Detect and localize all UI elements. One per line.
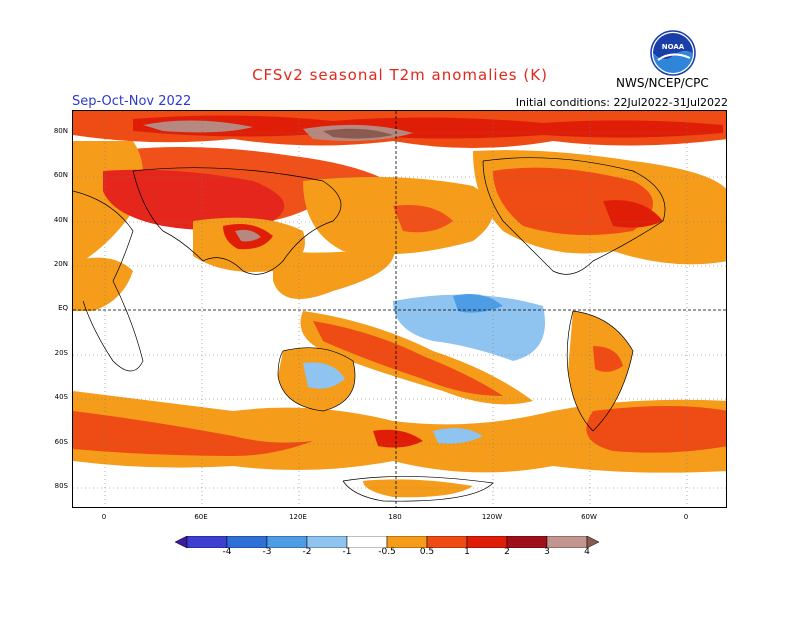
lat-label-20n: 20N (53, 260, 68, 268)
chart-title: CFSv2 seasonal T2m anomalies (K) (252, 66, 548, 84)
colorbar-segment (546, 536, 588, 548)
colorbar-label: 0.5 (419, 547, 435, 557)
colorbar-label: -4 (222, 547, 232, 557)
lon-label-60w: 60W (581, 513, 597, 521)
lat-label-eq: EQ (58, 304, 68, 312)
colorbar-segment (506, 536, 548, 548)
lon-label-60e: 60E (194, 513, 208, 521)
lat-label-80s: 80S (54, 482, 68, 490)
logo-text: NOAA (662, 43, 685, 51)
colorbar (175, 536, 600, 548)
colorbar-segment (226, 536, 268, 548)
lon-label-120e: 120E (289, 513, 307, 521)
colorbar-segment (466, 536, 508, 548)
lat-label-40s: 40S (54, 393, 68, 401)
colorbar-segment (266, 536, 308, 548)
colorbar-label: 4 (584, 547, 590, 557)
map-canvas (73, 111, 726, 507)
lon-label-0-east: 0 (683, 513, 689, 521)
lon-label-180: 180 (388, 513, 402, 521)
agency-label: NWS/NCEP/CPC (616, 76, 709, 90)
colorbar-label: 3 (544, 547, 550, 557)
lat-label-20s: 20S (54, 349, 68, 357)
lat-label-60s: 60S (54, 438, 68, 446)
season-label: Sep-Oct-Nov 2022 (72, 94, 192, 109)
lat-label-60n: 60N (53, 171, 68, 179)
lat-label-80n: 80N (53, 127, 68, 135)
lat-label-40n: 40N (53, 216, 68, 224)
colorbar-label: -2 (302, 547, 312, 557)
colorbar-label: -0.5 (378, 547, 396, 557)
colorbar-label: 2 (504, 547, 510, 557)
anomaly-map (72, 110, 727, 508)
colorbar-segment (306, 536, 348, 548)
lon-label-120w: 120W (481, 513, 503, 521)
colorbar-arrow-right (586, 536, 600, 548)
lon-label-0: 0 (101, 513, 107, 521)
noaa-logo: NOAA (650, 30, 696, 76)
colorbar-label: -3 (262, 547, 272, 557)
colorbar-segment (186, 536, 228, 548)
colorbar-label: -1 (342, 547, 352, 557)
initial-conditions-label: Initial conditions: 22Jul2022-31Jul2022 (515, 96, 728, 109)
colorbar-arrow-left (175, 536, 188, 548)
colorbar-label: 1 (464, 547, 470, 557)
